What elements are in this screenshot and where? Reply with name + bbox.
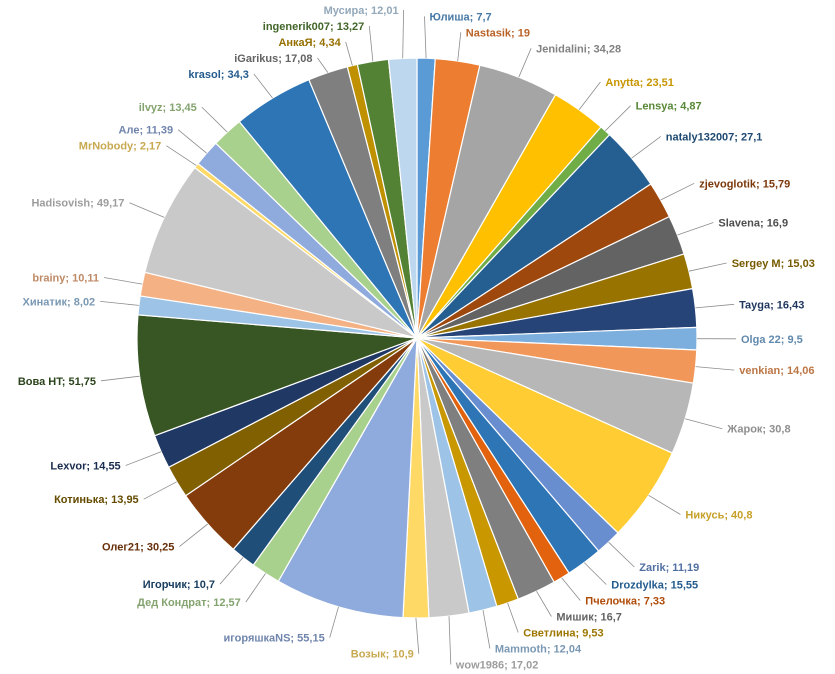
leader-line-33 — [177, 129, 207, 154]
leader-line-21 — [415, 617, 420, 654]
leader-line-27 — [125, 451, 162, 466]
data-label-26: Котинька; 13,95 — [54, 494, 139, 506]
data-label-8: Sergey M; 15,03 — [732, 258, 815, 270]
data-label-32: MrNobody; 2,17 — [79, 141, 162, 153]
data-label-28: Вова HT; 51,75 — [18, 376, 96, 388]
data-label-0: Юлиша; 7,7 — [430, 11, 492, 23]
leader-line-32 — [166, 145, 197, 166]
data-label-13: Никусь; 40,8 — [685, 510, 752, 522]
leader-line-4 — [605, 105, 631, 132]
data-label-36: iGarikus; 17,08 — [234, 53, 312, 65]
data-label-7: Slavena; 16,9 — [718, 218, 788, 230]
data-label-4: Lensya; 4,87 — [636, 101, 702, 113]
leader-line-24 — [219, 557, 244, 585]
data-label-11: venkian; 14,06 — [739, 365, 814, 377]
data-label-25: Олег21; 30,25 — [102, 542, 174, 554]
leader-line-3 — [578, 81, 601, 110]
leader-line-20 — [448, 616, 452, 665]
data-label-21: Возык; 10,9 — [351, 649, 414, 661]
leader-line-29 — [100, 301, 139, 306]
data-label-19: Mammoth; 12,04 — [495, 644, 582, 656]
data-label-23: Дед Кондрат; 12,57 — [137, 597, 241, 609]
pie-slice-31 — [144, 166, 418, 339]
data-label-22: игоряшкаNS; 55,15 — [223, 633, 324, 645]
leader-line-19 — [482, 610, 491, 649]
leader-line-12 — [684, 418, 723, 430]
pie-slice-28 — [136, 314, 418, 437]
data-label-27: Lexvor; 14,55 — [50, 461, 120, 473]
leader-line-6 — [660, 182, 695, 201]
data-label-5: nataly132007; 27,1 — [666, 131, 763, 143]
data-label-17: Мишик; 16,7 — [556, 612, 622, 624]
leader-line-22 — [329, 606, 339, 638]
data-labels: Юлиша; 7,7 Nastasik; 19 Jenidalini; 34,28 A… — [18, 5, 815, 672]
leader-line-18 — [507, 602, 519, 633]
data-label-24: Игорчик; 10,7 — [143, 579, 215, 591]
data-label-12: Жарок; 30,8 — [726, 424, 790, 436]
data-label-16: Пчелочка; 7,33 — [585, 596, 665, 608]
leader-line-26 — [143, 481, 177, 500]
data-label-30: brainy; 10,11 — [32, 273, 99, 285]
leader-line-7 — [677, 222, 714, 236]
leader-line-37 — [345, 41, 353, 66]
data-label-9: Tayga; 16,43 — [739, 299, 804, 311]
leader-line-8 — [688, 262, 727, 272]
data-label-18: Светлина; 9,53 — [523, 628, 603, 640]
leader-line-17 — [536, 590, 552, 617]
leader-line-5 — [631, 136, 662, 159]
leader-line-39 — [402, 9, 404, 59]
leader-line-14 — [608, 541, 635, 568]
data-label-3: Anytta; 23,51 — [605, 77, 673, 89]
leader-line-31 — [129, 202, 165, 218]
leader-line-16 — [561, 577, 581, 601]
leader-line-2 — [518, 48, 532, 78]
data-label-39: Мусира; 12,01 — [324, 5, 399, 17]
data-label-38: ingenerik007; 13,27 — [263, 21, 365, 33]
leader-line-13 — [648, 494, 681, 515]
data-label-10: Olga 22; 9,5 — [741, 334, 803, 346]
data-label-34: ilvyz; 13,45 — [139, 102, 197, 114]
leader-line-35 — [253, 73, 273, 99]
data-label-33: Але; 11,39 — [119, 125, 174, 137]
leader-line-36 — [317, 57, 329, 73]
leader-line-1 — [457, 32, 462, 62]
leader-line-34 — [201, 106, 228, 133]
data-label-37: АнкаЯ; 4,34 — [278, 37, 341, 49]
data-label-29: Хинатик; 8,02 — [23, 296, 96, 308]
leader-line-28 — [100, 375, 140, 382]
leader-line-11 — [695, 366, 735, 371]
leader-line-23 — [245, 573, 266, 603]
data-label-14: Zarik; 11,19 — [639, 562, 699, 574]
pie-slices — [136, 57, 698, 619]
leader-line-9 — [695, 303, 735, 309]
leader-line-30 — [103, 277, 143, 285]
leader-lines — [100, 9, 737, 665]
data-label-35: krasol; 34,3 — [188, 69, 249, 81]
leader-line-15 — [583, 562, 607, 585]
data-label-15: Drozdylka; 15,55 — [611, 580, 698, 592]
data-label-2: Jenidalini; 34,28 — [536, 43, 621, 55]
pie-slice-22 — [277, 337, 418, 619]
leader-line-0 — [424, 16, 427, 59]
data-label-31: Hadisovish; 49,17 — [31, 198, 124, 210]
leader-line-25 — [179, 523, 208, 547]
leader-line-38 — [368, 25, 374, 62]
data-label-20: wow1986; 17,02 — [455, 660, 539, 672]
data-label-6: zjevoglotik; 15,79 — [699, 178, 790, 190]
data-label-1: Nastasik; 19 — [466, 27, 530, 39]
